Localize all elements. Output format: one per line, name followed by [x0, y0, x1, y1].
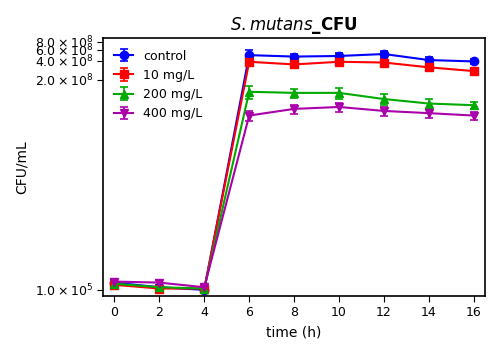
- X-axis label: time (h): time (h): [266, 325, 322, 339]
- Legend: control, 10 mg/L, 200 mg/L, 400 mg/L: control, 10 mg/L, 200 mg/L, 400 mg/L: [110, 45, 208, 125]
- Y-axis label: CFU/mL: CFU/mL: [15, 140, 29, 194]
- Title: $\mathit{S. mutans}$_CFU: $\mathit{S. mutans}$_CFU: [230, 15, 358, 36]
